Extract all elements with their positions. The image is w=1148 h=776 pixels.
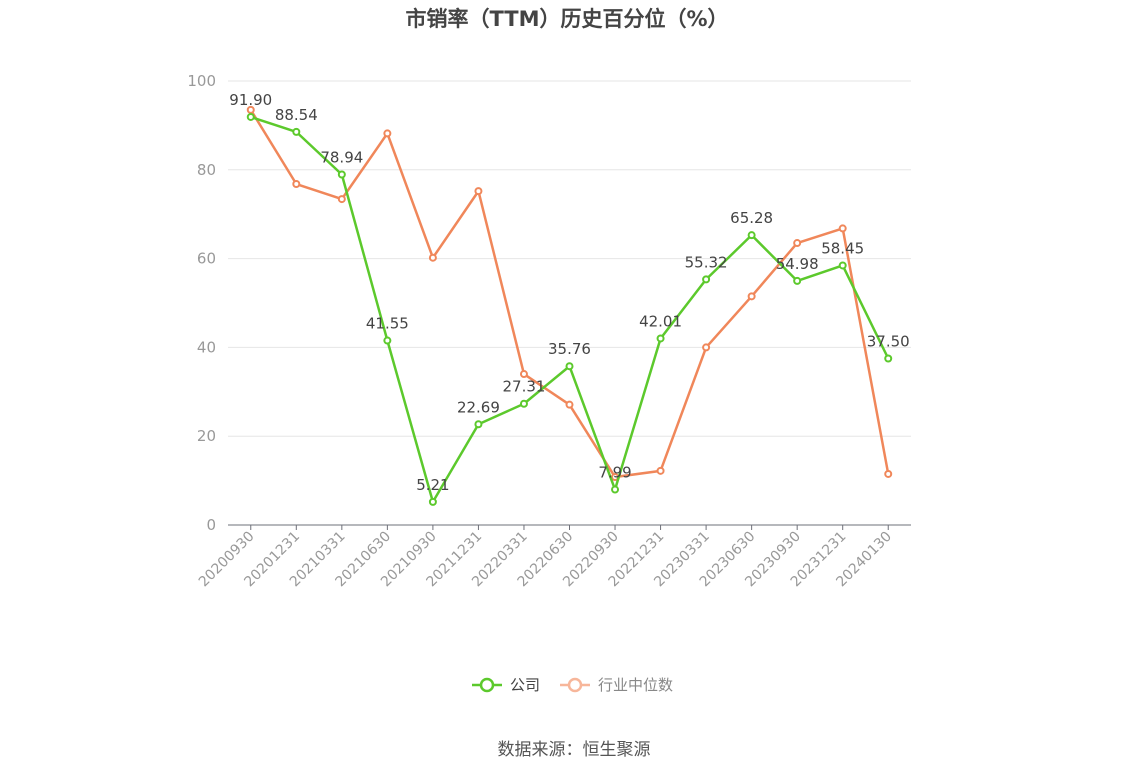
data-label: 54.98: [776, 255, 819, 273]
data-label: 58.45: [821, 239, 864, 257]
data-point: [246, 105, 255, 114]
data-point: [793, 276, 802, 285]
data-point: [519, 399, 528, 408]
data-label: 41.55: [366, 315, 409, 333]
data-point: [428, 253, 437, 262]
data-point: [383, 129, 392, 138]
data-point: [793, 239, 802, 248]
data-point: [474, 420, 483, 429]
legend[interactable]: 公司 行业中位数: [472, 676, 673, 694]
data-point: [747, 231, 756, 240]
data-point: [565, 362, 574, 371]
axes: 0204060801002020093020201231202103312021…: [187, 72, 911, 590]
data-point: [292, 180, 301, 189]
data-point: [702, 343, 711, 352]
data-point: [838, 224, 847, 233]
chart-title: 市销率（TTM）历史百分位（%）: [405, 7, 728, 31]
y-tick-label: 100: [187, 72, 216, 90]
data-point: [383, 336, 392, 345]
data-point: [611, 485, 620, 494]
data-label: 55.32: [685, 253, 728, 271]
data-label: 88.54: [275, 106, 318, 124]
data-label: 27.31: [502, 378, 545, 396]
data-label: 37.50: [867, 333, 910, 351]
data-point: [702, 275, 711, 284]
legend-marker: [567, 677, 583, 693]
data-label: 5.21: [416, 476, 449, 494]
y-tick-label: 60: [197, 250, 216, 268]
data-label: 7.99: [598, 464, 631, 482]
data-point: [656, 466, 665, 475]
source-note: 数据来源：恒生聚源: [498, 740, 651, 760]
data-point: [474, 187, 483, 196]
data-label: 22.69: [457, 398, 500, 416]
data-point: [838, 261, 847, 270]
y-tick-label: 40: [197, 338, 216, 356]
y-tick-label: 80: [197, 161, 216, 179]
legend-label: 公司: [510, 676, 540, 694]
data-label: 35.76: [548, 340, 591, 358]
data-point: [337, 195, 346, 204]
legend-marker: [479, 677, 495, 693]
data-label: 42.01: [639, 312, 682, 330]
y-tick-label: 0: [206, 516, 216, 534]
series-line-0: [250, 115, 890, 504]
data-point: [884, 354, 893, 363]
series-layer: [246, 105, 893, 506]
y-tick-label: 20: [197, 427, 216, 445]
grid: [228, 80, 911, 437]
data-point: [565, 400, 574, 409]
data-label: 91.90: [229, 91, 272, 109]
data-point: [428, 497, 437, 506]
data-point: [747, 292, 756, 301]
data-label: 78.94: [320, 149, 363, 167]
data-point: [656, 334, 665, 343]
legend-label: 行业中位数: [598, 676, 673, 694]
data-point: [246, 112, 255, 121]
data-point: [292, 127, 301, 136]
data-point: [519, 370, 528, 379]
data-point: [884, 469, 893, 478]
data-label: 65.28: [730, 209, 773, 227]
data-point: [337, 170, 346, 179]
